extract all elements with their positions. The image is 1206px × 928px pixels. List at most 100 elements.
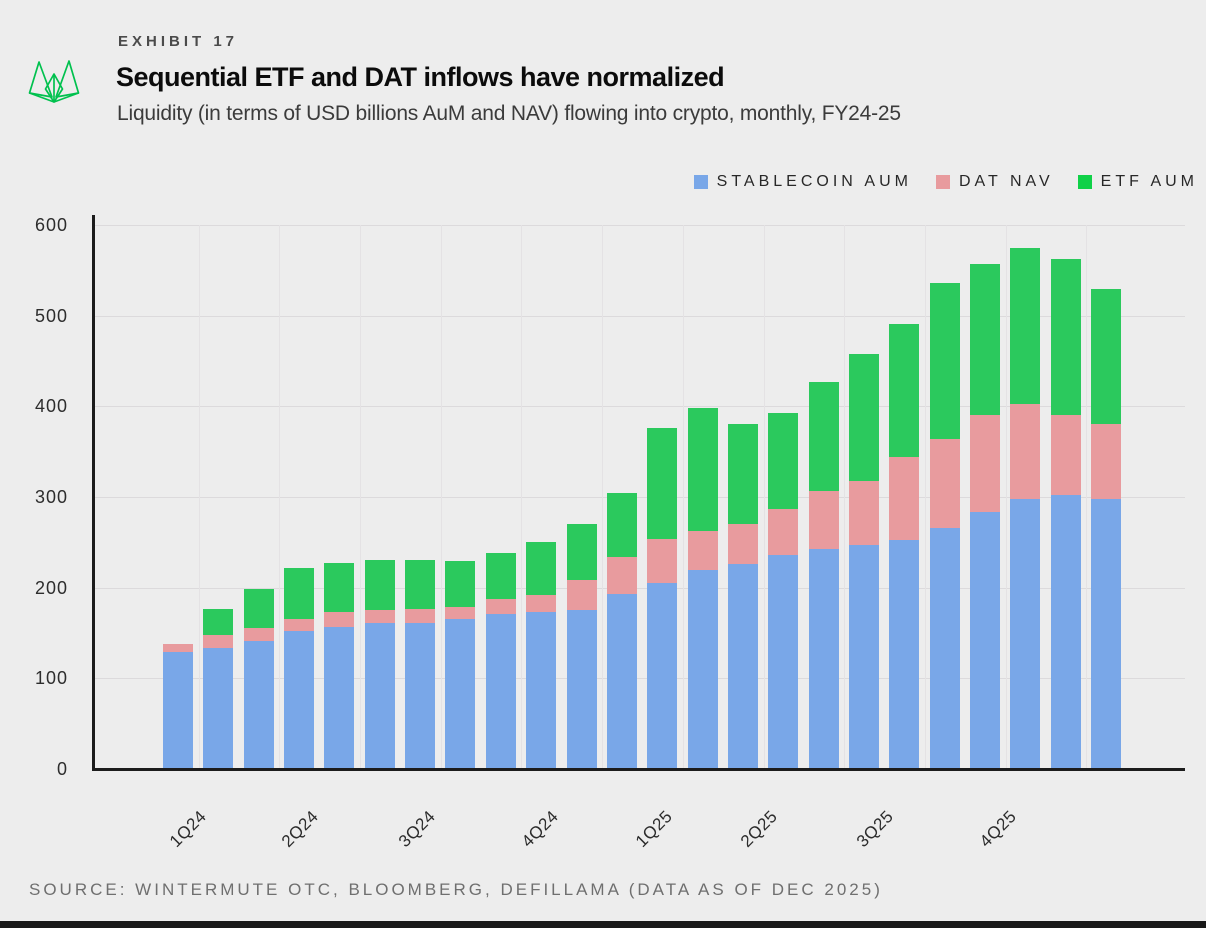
stacked-bar bbox=[243, 588, 274, 769]
bar-segment-etf-aum bbox=[445, 561, 476, 607]
bar-segment-stablecoin-aum bbox=[1010, 498, 1041, 769]
bar-segment-dat-nav bbox=[566, 580, 597, 611]
legend-item: DAT NAV bbox=[935, 173, 1054, 191]
x-axis-label: 4Q25 bbox=[975, 806, 1021, 851]
bar-segment-etf-aum bbox=[647, 428, 678, 539]
bar-segment-stablecoin-aum bbox=[405, 623, 436, 769]
stacked-bar bbox=[929, 283, 960, 769]
legend-swatch-icon bbox=[935, 175, 950, 189]
bar-segment-etf-aum bbox=[727, 424, 758, 525]
gridline bbox=[95, 406, 1185, 408]
bar-segment-stablecoin-aum bbox=[566, 610, 597, 769]
legend-label: ETF AUM bbox=[1100, 173, 1198, 190]
stacked-bar bbox=[364, 560, 395, 769]
bar-segment-dat-nav bbox=[848, 480, 879, 546]
bar-segment-dat-nav bbox=[284, 619, 315, 632]
stacked-bar bbox=[203, 609, 234, 769]
chart-legend: STABLECOIN AUM DAT NAV ETF AUM bbox=[693, 173, 1198, 191]
bar-segment-stablecoin-aum bbox=[929, 527, 960, 769]
vertical-gridline bbox=[198, 225, 200, 769]
page-title: Sequential ETF and DAT inflows have norm… bbox=[116, 62, 725, 92]
bar-segment-etf-aum bbox=[364, 560, 395, 611]
bar-segment-etf-aum bbox=[405, 560, 436, 610]
bar-segment-dat-nav bbox=[526, 594, 557, 613]
bar-segment-dat-nav bbox=[929, 438, 960, 528]
y-tick-label: 200 bbox=[34, 577, 68, 598]
gridline bbox=[95, 225, 1185, 226]
stacked-bar bbox=[808, 381, 839, 769]
bar-segment-stablecoin-aum bbox=[324, 626, 355, 769]
stacked-bar bbox=[889, 323, 920, 769]
stacked-bar bbox=[445, 561, 476, 769]
bar-segment-dat-nav bbox=[1050, 414, 1081, 496]
vertical-gridline bbox=[682, 225, 684, 769]
legend-item: ETF AUM bbox=[1077, 173, 1198, 191]
bar-segment-stablecoin-aum bbox=[647, 583, 678, 769]
bottom-border bbox=[0, 921, 1206, 928]
legend-label: STABLECOIN AUM bbox=[716, 173, 912, 190]
bar-segment-stablecoin-aum bbox=[606, 594, 637, 769]
x-axis-label: 3Q25 bbox=[852, 806, 898, 851]
bar-segment-dat-nav bbox=[1010, 403, 1041, 499]
bar-segment-stablecoin-aum bbox=[848, 545, 879, 769]
y-tick-label: 300 bbox=[34, 487, 68, 507]
bar-segment-etf-aum bbox=[889, 323, 920, 458]
y-tick-label: 100 bbox=[34, 668, 68, 689]
bar-segment-etf-aum bbox=[203, 609, 234, 635]
bar-segment-dat-nav bbox=[485, 599, 516, 614]
vertical-gridline bbox=[521, 225, 523, 769]
bar-segment-dat-nav bbox=[889, 457, 920, 540]
wintermute-logo-icon bbox=[28, 60, 80, 103]
bar-segment-etf-aum bbox=[848, 353, 879, 481]
y-tick-label: 0 bbox=[56, 759, 68, 779]
vertical-gridline bbox=[1005, 225, 1007, 769]
x-axis-label: 1Q25 bbox=[631, 806, 677, 851]
stacked-bar bbox=[768, 412, 799, 769]
stacked-bar bbox=[405, 560, 436, 769]
exhibit-label: EXHIBIT 17 bbox=[118, 33, 239, 50]
vertical-gridline bbox=[279, 225, 281, 769]
stacked-bar bbox=[848, 353, 879, 769]
vertical-gridline bbox=[440, 225, 442, 769]
stacked-bar bbox=[970, 264, 1000, 769]
bar-segment-stablecoin-aum bbox=[889, 539, 920, 769]
stacked-bar bbox=[647, 428, 678, 769]
vertical-gridline bbox=[602, 225, 604, 769]
vertical-gridline bbox=[360, 225, 361, 769]
stacked-bar bbox=[526, 542, 557, 769]
y-tick-label: 600 bbox=[34, 215, 68, 235]
bar-segment-etf-aum bbox=[1050, 258, 1081, 415]
gridline bbox=[95, 587, 1185, 589]
bar-segment-stablecoin-aum bbox=[1050, 495, 1081, 769]
bar-segment-dat-nav bbox=[1091, 423, 1122, 499]
stacked-bar bbox=[687, 408, 718, 769]
stacked-bar bbox=[1010, 247, 1041, 769]
bar-segment-etf-aum bbox=[243, 588, 274, 629]
x-axis-label: 1Q24 bbox=[165, 806, 211, 851]
stacked-bar bbox=[1091, 288, 1122, 769]
x-axis-label: 2Q24 bbox=[277, 806, 323, 851]
bar-segment-etf-aum bbox=[970, 264, 1000, 415]
bar-segment-dat-nav bbox=[445, 606, 476, 620]
bar-segment-stablecoin-aum bbox=[364, 623, 395, 769]
bar-segment-stablecoin-aum bbox=[970, 512, 1000, 769]
stacked-bar bbox=[163, 643, 193, 769]
bar-segment-etf-aum bbox=[324, 563, 355, 613]
stacked-bar bbox=[284, 567, 315, 769]
bar-segment-stablecoin-aum bbox=[445, 619, 476, 769]
bar-segment-dat-nav bbox=[606, 556, 637, 595]
bar-segment-etf-aum bbox=[687, 408, 718, 532]
bar-segment-dat-nav bbox=[324, 612, 355, 627]
bar-segment-etf-aum bbox=[485, 553, 516, 600]
bar-segment-dat-nav bbox=[808, 490, 839, 549]
bar-segment-stablecoin-aum bbox=[526, 612, 557, 769]
y-tick-label: 400 bbox=[34, 396, 68, 417]
y-axis-line bbox=[92, 215, 95, 771]
bar-segment-stablecoin-aum bbox=[485, 613, 516, 769]
stacked-bar bbox=[606, 493, 637, 769]
bar-segment-etf-aum bbox=[1091, 288, 1122, 424]
bar-segment-stablecoin-aum bbox=[768, 555, 799, 769]
bar-segment-dat-nav bbox=[364, 610, 395, 624]
bar-segment-dat-nav bbox=[163, 643, 193, 653]
